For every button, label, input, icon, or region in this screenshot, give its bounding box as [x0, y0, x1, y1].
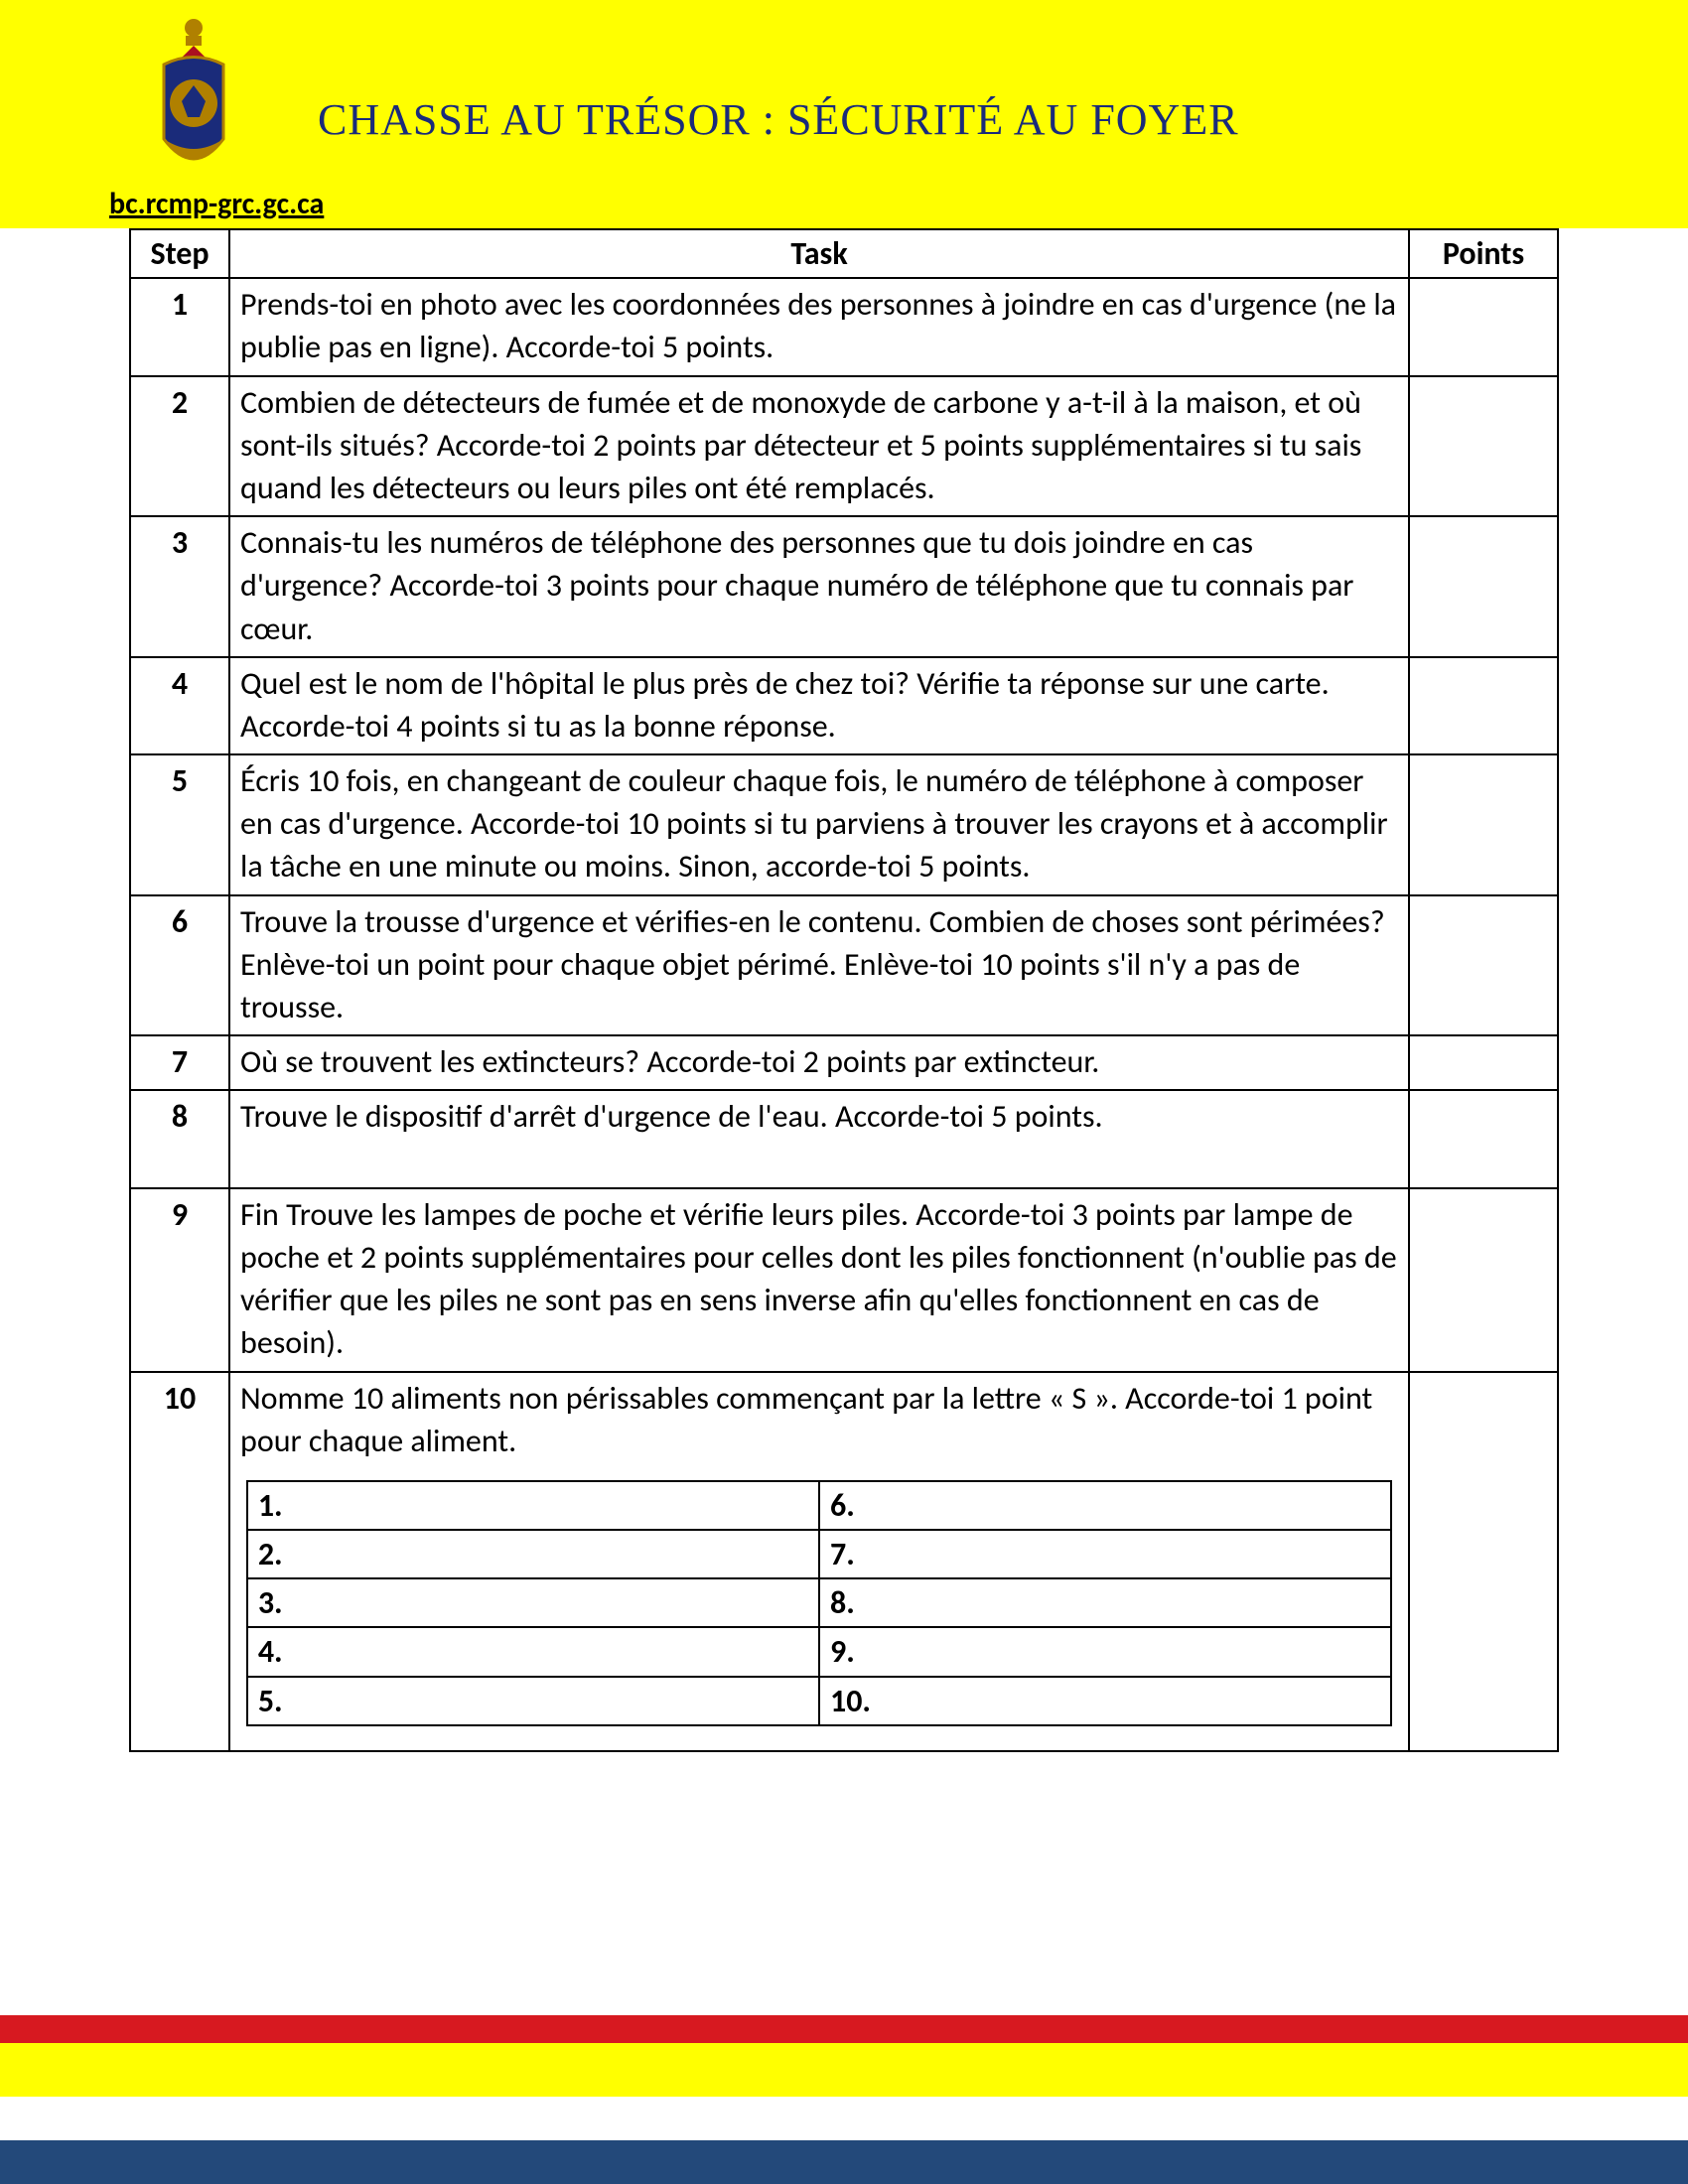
points-cell[interactable]: [1409, 376, 1558, 517]
task-text-span: Trouve le dispositif d'arrêt d'urgence d…: [240, 1097, 1103, 1136]
table-row: 5 Écris 10 fois, en changeant de couleur…: [130, 754, 1558, 895]
list-item[interactable]: 3.: [247, 1578, 819, 1627]
table-row: 10 Nomme 10 aliments non périssables com…: [130, 1372, 1558, 1751]
points-cell[interactable]: [1409, 1188, 1558, 1372]
points-cell[interactable]: [1409, 278, 1558, 375]
points-cell[interactable]: [1409, 895, 1558, 1036]
task-text: Trouve le dispositif d'arrêt d'urgence d…: [229, 1090, 1409, 1187]
points-cell[interactable]: [1409, 1372, 1558, 1751]
step-number: 10: [130, 1372, 229, 1751]
list-item[interactable]: 9.: [819, 1627, 1391, 1676]
points-cell[interactable]: [1409, 1035, 1558, 1090]
task-text: Nomme 10 aliments non périssables commen…: [240, 1379, 1372, 1460]
list-item[interactable]: 6.: [819, 1481, 1391, 1530]
task-cell-with-list: Nomme 10 aliments non périssables commen…: [229, 1372, 1409, 1751]
table-row: 4 Quel est le nom de l'hôpital le plus p…: [130, 657, 1558, 754]
task-text: Prends-toi en photo avec les coordonnées…: [229, 278, 1409, 375]
table-row: 7 Où se trouvent les extincteurs? Accord…: [130, 1035, 1558, 1090]
task-text: Fin Trouve les lampes de poche et vérifi…: [229, 1188, 1409, 1372]
task-table: Step Task Points 1 Prends-toi en photo a…: [129, 228, 1559, 1752]
page-title: CHASSE AU TRÉSOR : SÉCURITÉ AU FOYER: [318, 94, 1239, 145]
table-row: 2 Combien de détecteurs de fumée et de m…: [130, 376, 1558, 517]
rcmp-crest-icon: [134, 10, 253, 189]
step-number: 1: [130, 278, 229, 375]
table-row: 6 Trouve la trousse d'urgence et vérifie…: [130, 895, 1558, 1036]
stripe-yellow: [0, 2043, 1688, 2097]
col-task: Task: [229, 229, 1409, 278]
food-list-table: 1.6. 2.7. 3.8. 4.9. 5.10.: [246, 1480, 1392, 1726]
list-item[interactable]: 10.: [819, 1677, 1391, 1725]
task-text: Combien de détecteurs de fumée et de mon…: [229, 376, 1409, 517]
stripe-gap: [0, 2097, 1688, 2140]
points-cell[interactable]: [1409, 1090, 1558, 1187]
site-url: bc.rcmp-grc.gc.ca: [109, 186, 324, 222]
table-row: 8 Trouve le dispositif d'arrêt d'urgence…: [130, 1090, 1558, 1187]
table-row: 9 Fin Trouve les lampes de poche et véri…: [130, 1188, 1558, 1372]
col-step: Step: [130, 229, 229, 278]
task-text: Connais-tu les numéros de téléphone des …: [229, 516, 1409, 657]
points-cell[interactable]: [1409, 657, 1558, 754]
task-text: Où se trouvent les extincteurs? Accorde-…: [229, 1035, 1409, 1090]
task-text: Écris 10 fois, en changeant de couleur c…: [229, 754, 1409, 895]
stripe-blue: [0, 2140, 1688, 2184]
step-number: 2: [130, 376, 229, 517]
list-item[interactable]: 8.: [819, 1578, 1391, 1627]
points-cell[interactable]: [1409, 754, 1558, 895]
points-cell[interactable]: [1409, 516, 1558, 657]
stripe-red: [0, 2015, 1688, 2043]
header-banner: CHASSE AU TRÉSOR : SÉCURITÉ AU FOYER bc.…: [0, 0, 1688, 228]
step-number: 8: [130, 1090, 229, 1187]
list-item[interactable]: 7.: [819, 1530, 1391, 1578]
step-number: 5: [130, 754, 229, 895]
worksheet: Step Task Points 1 Prends-toi en photo a…: [129, 228, 1559, 1752]
task-text: Quel est le nom de l'hôpital le plus prè…: [229, 657, 1409, 754]
col-points: Points: [1409, 229, 1558, 278]
list-item[interactable]: 2.: [247, 1530, 819, 1578]
step-number: 7: [130, 1035, 229, 1090]
step-number: 4: [130, 657, 229, 754]
list-item[interactable]: 4.: [247, 1627, 819, 1676]
footer-stripes: [0, 2015, 1688, 2184]
step-number: 9: [130, 1188, 229, 1372]
task-text: Trouve la trousse d'urgence et vérifies-…: [229, 895, 1409, 1036]
step-number: 3: [130, 516, 229, 657]
list-item[interactable]: 1.: [247, 1481, 819, 1530]
table-row: 1 Prends-toi en photo avec les coordonné…: [130, 278, 1558, 375]
table-row: 3 Connais-tu les numéros de téléphone de…: [130, 516, 1558, 657]
list-item[interactable]: 5.: [247, 1677, 819, 1725]
step-number: 6: [130, 895, 229, 1036]
table-header-row: Step Task Points: [130, 229, 1558, 278]
